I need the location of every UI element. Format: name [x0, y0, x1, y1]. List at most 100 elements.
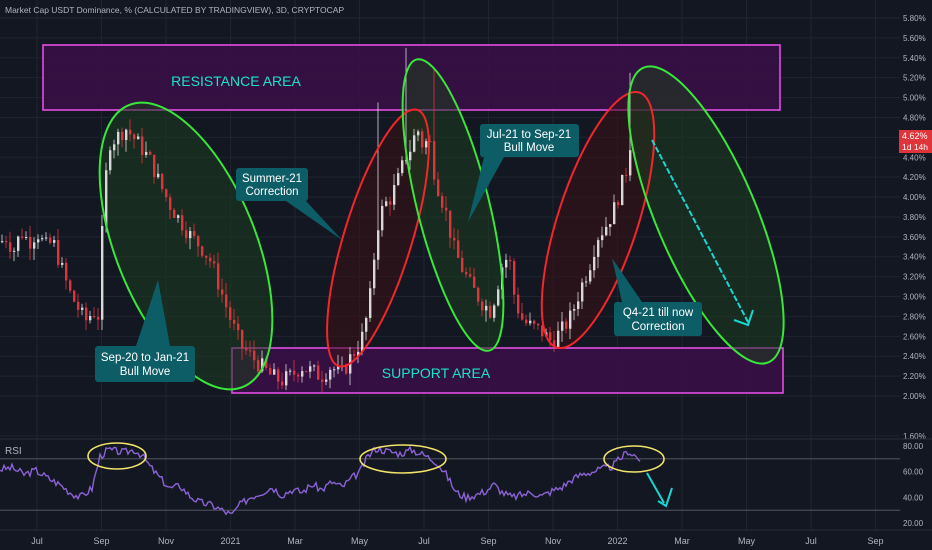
candle-body	[205, 255, 208, 258]
candle-body	[209, 257, 212, 262]
candle-body	[629, 150, 632, 176]
rsi-tick-label: 60.00	[903, 468, 924, 477]
candle-body	[509, 259, 512, 262]
candle-body	[581, 282, 584, 302]
candle-body	[73, 290, 76, 302]
rsi-circle-2	[359, 444, 447, 474]
ellipse-outline-green-1	[98, 101, 274, 391]
ellipse-outline-green-3	[627, 65, 785, 365]
candle-body	[513, 261, 516, 295]
candle-body	[145, 151, 148, 155]
price-tick-label: 5.60%	[903, 34, 926, 43]
time-tick-label: Jul	[31, 536, 43, 546]
time-axis[interactable]: Jul Sep Nov 2021 Mar May Jul Sep Nov 2022 Mar May Ju…	[0, 529, 932, 546]
candle-body	[481, 301, 484, 311]
candle-body	[61, 262, 64, 265]
candle-body	[353, 354, 356, 356]
price-tag-countdown: 1d 14h	[902, 142, 928, 152]
price-tick-label: 4.00%	[903, 193, 926, 202]
candle-body	[453, 237, 456, 241]
candle-body	[465, 272, 468, 275]
candle-body	[449, 210, 452, 238]
candle-body	[413, 135, 416, 152]
rsi-axis[interactable]: 80.00 60.00 40.00 20.00	[903, 442, 924, 528]
support-zone	[231, 347, 784, 394]
candle-body	[437, 179, 440, 196]
candle-body	[301, 371, 304, 377]
candle-body	[585, 281, 588, 283]
callout-q421-line1: Q4-21 till now	[623, 307, 694, 319]
candle-body	[253, 350, 256, 361]
price-axis[interactable]: 5.80%5.60%5.40%5.20%5.00%4.80%4.60%4.40%…	[900, 0, 932, 441]
callout-sep20-line1: Sep-20 to Jan-21	[101, 352, 189, 364]
callout-summer21: Summer-21 Correction	[236, 168, 342, 240]
time-tick-label: May	[738, 536, 756, 546]
callout-jul-sep21: Jul-21 to Sep-21 Bull Move	[468, 124, 579, 222]
candle-body	[493, 305, 496, 318]
candle-body	[601, 235, 604, 241]
candle-body	[165, 189, 168, 198]
price-tick-label: 3.40%	[903, 253, 926, 262]
candle-body	[85, 307, 88, 321]
price-tick-label: 3.00%	[903, 293, 926, 302]
callout-q421-line2: Correction	[631, 321, 684, 333]
candle-body	[469, 274, 472, 277]
ellipse-outline-green-2	[401, 58, 505, 352]
time-tick-label: Nov	[545, 536, 562, 546]
candle-body	[29, 237, 32, 249]
candle-body	[333, 369, 336, 371]
ellipse-outline-red-2	[540, 90, 656, 350]
candle-body	[269, 367, 272, 375]
candle-body	[25, 237, 28, 239]
price-tick-label: 5.40%	[903, 54, 926, 63]
candle-body	[309, 366, 312, 372]
candle-body	[337, 366, 340, 370]
candle-body	[553, 340, 556, 347]
price-tick-label: 2.60%	[903, 332, 926, 341]
candle-body	[369, 288, 372, 319]
ellipse-outlines	[98, 58, 785, 391]
candle-body	[129, 129, 132, 135]
candle-body	[573, 309, 576, 311]
rsi-line	[0, 445, 641, 516]
resistance-label: RESISTANCE AREA	[171, 73, 301, 89]
candle-body	[53, 240, 56, 243]
candle-body	[605, 226, 608, 236]
candle-body	[233, 319, 236, 324]
current-price-tag: 4.62% 1d 14h	[899, 130, 932, 153]
candle-body	[381, 205, 384, 231]
candle-body	[113, 144, 116, 151]
candle-body	[525, 319, 528, 324]
candle-body	[65, 262, 68, 281]
candle-body	[177, 215, 180, 218]
price-tick-label: 3.20%	[903, 273, 926, 282]
rsi-circle-1	[87, 442, 147, 470]
time-tick-label: Sep	[867, 536, 883, 546]
candle-body	[377, 230, 380, 260]
candle-body	[133, 134, 136, 140]
candle-body	[441, 195, 444, 208]
candle-body	[433, 141, 436, 180]
candle-body	[313, 365, 316, 367]
callout-summer21-line1: Summer-21	[242, 173, 302, 185]
candle-body	[365, 318, 368, 332]
candle-body	[161, 173, 164, 190]
price-tick-label: 1.60%	[903, 432, 926, 441]
price-tick-label: 4.80%	[903, 113, 926, 122]
candle-body	[33, 242, 36, 249]
candle-body	[213, 261, 216, 264]
candle-body	[77, 301, 80, 310]
price-tick-label: 3.80%	[903, 213, 926, 222]
candle-body	[497, 289, 500, 306]
candle-body	[561, 321, 564, 331]
candle-body	[141, 136, 144, 155]
candle-body	[557, 330, 560, 347]
candle-body	[237, 323, 240, 331]
price-tag-value: 4.62%	[902, 131, 928, 141]
candle-body	[477, 287, 480, 302]
candle-body	[221, 289, 224, 295]
candle-body	[421, 131, 424, 148]
candle-body	[293, 370, 296, 375]
candle-body	[41, 238, 44, 240]
